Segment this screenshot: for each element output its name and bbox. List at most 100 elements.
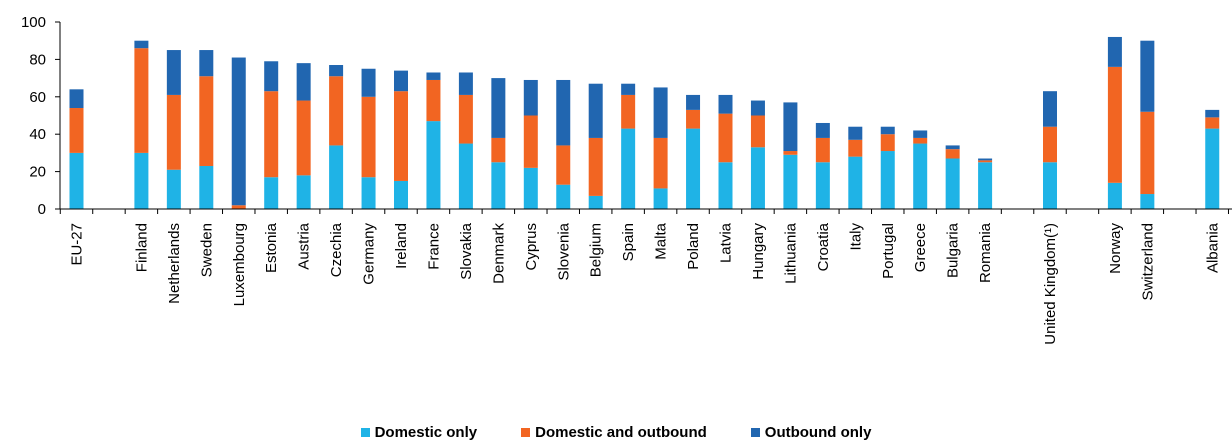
bar-domestic-only: [134, 152, 149, 209]
bar-domestic-and-outbound: [750, 115, 765, 148]
bar-domestic-only: [815, 162, 830, 209]
x-tick-label: United Kingdom(¹): [1042, 223, 1059, 345]
bar-domestic-and-outbound: [945, 149, 960, 159]
x-tick-label: Denmark: [490, 223, 507, 284]
bar-domestic-only: [523, 167, 538, 209]
bar-domestic-and-outbound: [880, 134, 895, 152]
bar-domestic-and-outbound: [1043, 126, 1057, 163]
bar-outbound-only: [231, 57, 246, 206]
x-tick-label: France: [425, 223, 442, 270]
bar-domestic-only: [491, 162, 506, 209]
legend-swatch-outbound-only: [750, 428, 760, 437]
bar-domestic-and-outbound: [718, 113, 733, 163]
bar-domestic-and-outbound: [458, 94, 473, 144]
bar-outbound-only: [1140, 40, 1155, 112]
bar-outbound-only: [296, 63, 311, 101]
x-tick-label: Spain: [620, 223, 637, 261]
x-tick-label: Lithuania: [782, 222, 799, 284]
bar-outbound-only: [978, 158, 993, 161]
x-tick-label: Luxembourg: [231, 223, 248, 306]
x-tick-label: Czechia: [328, 222, 345, 277]
bar-outbound-only: [750, 100, 765, 116]
bar-outbound-only: [945, 145, 960, 150]
bar-domestic-only: [329, 145, 344, 209]
bar-domestic-only: [913, 143, 928, 209]
bar-domestic-only: [69, 152, 84, 209]
bar-domestic-and-outbound: [361, 96, 376, 178]
x-tick-label: Albania: [1204, 222, 1221, 273]
x-tick-label: Cyprus: [523, 223, 540, 271]
bar-domestic-and-outbound: [978, 160, 993, 163]
legend-item-domestic-only: Domestic only: [360, 424, 477, 441]
bar-domestic-and-outbound: [848, 139, 863, 157]
x-tick-label: Latvia: [718, 222, 735, 263]
bar-domestic-only: [361, 177, 376, 209]
x-tick-label: Austria: [296, 222, 313, 269]
bar-outbound-only: [815, 122, 830, 138]
bar-domestic-and-outbound: [491, 137, 506, 163]
x-tick-label: Romania: [977, 222, 994, 283]
bar-domestic-only: [394, 180, 408, 209]
legend-label-outbound-only: Outbound only: [764, 424, 872, 441]
stacked-bar-chart: 0 20 40 60 80 100 EU-27 Finland Netherlands Swed…: [21, 14, 1232, 345]
x-tick-label: Estonia: [263, 222, 280, 273]
legend-item-domestic-and-outbound: Domestic and outbound: [521, 424, 707, 441]
x-tick-label: Ireland: [393, 223, 410, 269]
legend-swatch-domestic-and-outbound: [521, 428, 531, 437]
bar-domestic-only: [458, 143, 473, 209]
y-axis: 0 20 40 60 80 100: [21, 14, 61, 218]
y-tick-label: 0: [38, 201, 46, 218]
bar-outbound-only: [588, 83, 603, 138]
bar-outbound-only: [523, 79, 538, 116]
y-tick-label: 40: [29, 126, 46, 143]
bar-domestic-only: [1107, 182, 1122, 209]
bar-domestic-only: [264, 177, 279, 209]
bar-domestic-only: [945, 158, 960, 209]
bar-outbound-only: [880, 126, 895, 135]
x-tick-label: Bulgaria: [945, 222, 962, 278]
bar-domestic-only: [880, 151, 895, 209]
bar-domestic-and-outbound: [686, 109, 701, 129]
bar-domestic-and-outbound: [296, 100, 311, 176]
legend-item-outbound-only: Outbound only: [750, 424, 872, 441]
bar-domestic-and-outbound: [815, 137, 830, 163]
bar-domestic-only: [718, 162, 733, 209]
x-tick-label: Switzerland: [1139, 223, 1156, 301]
bar-outbound-only: [166, 50, 181, 95]
bar-domestic-and-outbound: [621, 94, 636, 129]
bar-outbound-only: [556, 79, 571, 146]
bar-outbound-only: [361, 68, 376, 97]
bar-domestic-and-outbound: [523, 115, 538, 168]
x-tick-label: Hungary: [750, 223, 767, 280]
x-tick-label: Netherlands: [166, 223, 183, 304]
x-tick-label: Greece: [912, 223, 929, 272]
x-tick-label: Portugal: [880, 223, 897, 279]
bar-domestic-only: [1205, 128, 1220, 209]
bar-domestic-and-outbound: [556, 145, 571, 185]
bar-domestic-and-outbound: [1107, 66, 1122, 183]
x-tick-label: Poland: [685, 223, 702, 270]
bar-domestic-only: [296, 175, 311, 209]
x-tick-label: Norway: [1107, 223, 1124, 274]
x-tick-label: Slovenia: [555, 222, 572, 280]
legend-label-domestic-and-outbound: Domestic and outbound: [535, 424, 707, 441]
bar-domestic-only: [199, 165, 214, 209]
y-tick-label: 80: [29, 51, 46, 68]
bar-outbound-only: [783, 102, 798, 152]
bar-domestic-and-outbound: [329, 76, 344, 146]
bar-outbound-only: [264, 61, 279, 92]
bar-domestic-and-outbound: [426, 79, 441, 122]
bar-outbound-only: [134, 40, 149, 49]
bar-outbound-only: [718, 94, 733, 114]
legend-swatch-domestic-only: [360, 428, 370, 437]
bar-domestic-and-outbound: [783, 151, 798, 155]
bar-domestic-and-outbound: [69, 108, 84, 153]
bar-domestic-only: [621, 128, 636, 209]
y-tick-label: 60: [29, 89, 46, 106]
bar-outbound-only: [848, 126, 863, 140]
bar-domestic-and-outbound: [231, 205, 246, 209]
bar-outbound-only: [621, 83, 636, 95]
legend: Domestic only Domestic and outbound Outb…: [0, 424, 1232, 441]
bars: [69, 36, 1220, 209]
bar-domestic-and-outbound: [264, 91, 279, 178]
